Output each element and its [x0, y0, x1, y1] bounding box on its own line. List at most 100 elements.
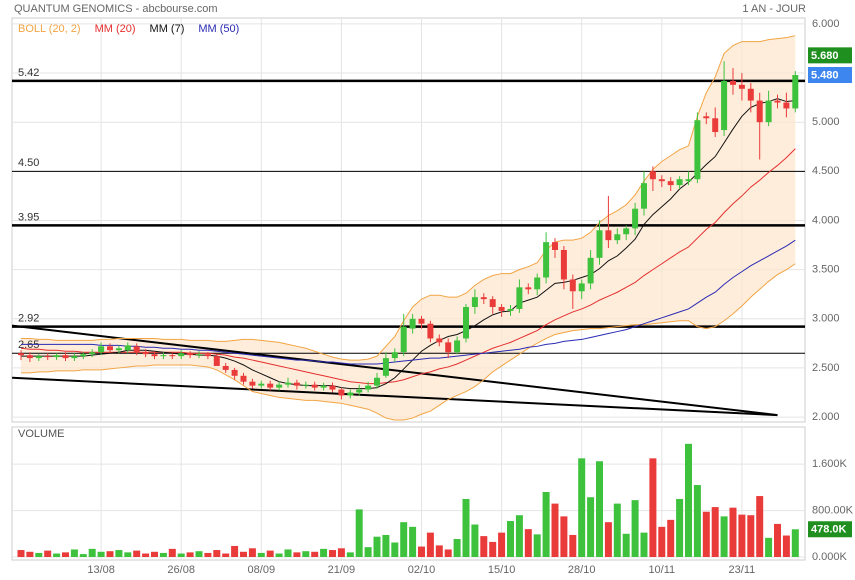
volume-bar: [115, 550, 123, 557]
volume-bar: [159, 552, 167, 557]
volume-bar: [622, 533, 630, 557]
y-tick-label: 4.500: [812, 165, 840, 177]
moving-average: [20, 148, 796, 385]
candle-body: [614, 234, 621, 241]
candle-body: [427, 323, 434, 339]
volume-bar: [337, 548, 345, 557]
candle-body: [552, 242, 558, 250]
candle-body: [525, 287, 532, 290]
volume-bar: [498, 532, 506, 557]
price-tag: [808, 67, 852, 84]
x-tick-label: 08/09: [248, 564, 276, 576]
candle-body: [151, 354, 158, 357]
candle-body: [783, 102, 790, 109]
candle-body: [267, 383, 274, 388]
candle-body: [276, 384, 283, 388]
bollinger-band: [21, 35, 796, 421]
candle-body: [107, 346, 113, 351]
volume-bar: [747, 515, 755, 557]
volume-bar: [658, 526, 666, 557]
candle-body: [213, 356, 220, 366]
volume-bar: [542, 492, 550, 557]
x-tick-label: 28/10: [568, 564, 596, 576]
volume-bar: [329, 550, 336, 557]
candle-body: [445, 342, 452, 353]
candle-body: [302, 384, 309, 386]
volume-bar: [213, 550, 221, 557]
y-tick-label: 1.600K: [812, 458, 848, 470]
volume-bar: [106, 551, 114, 557]
volume-bar: [311, 551, 319, 557]
candle-body: [516, 287, 523, 309]
volume-bar: [702, 511, 710, 557]
candle-body: [356, 389, 363, 393]
y-tick-label: 5.000: [812, 116, 840, 128]
volume-bar: [640, 532, 648, 557]
volume-bar: [79, 554, 87, 557]
candle-body: [792, 75, 799, 109]
candle-body: [133, 346, 140, 353]
volume-bar: [489, 541, 497, 557]
volume-bar: [729, 507, 737, 557]
candle-body: [774, 100, 781, 103]
candle-body: [587, 257, 594, 284]
candle-body: [53, 355, 60, 358]
volume-bar: [649, 458, 657, 557]
volume-bar: [275, 553, 283, 557]
candle-body: [747, 88, 754, 101]
candle-body: [44, 356, 51, 358]
candle-body: [124, 345, 131, 351]
candle-body: [694, 120, 701, 180]
legend-entry: MM (50): [198, 23, 239, 35]
volume-bar: [453, 539, 461, 557]
volume-bar: [480, 536, 488, 557]
volume-bar: [533, 534, 541, 557]
volume-bar: [791, 529, 799, 557]
volume-bar: [133, 550, 141, 557]
volume-bar: [346, 552, 354, 557]
candle-body: [560, 249, 567, 280]
volume-bar: [738, 514, 746, 557]
volume-bar: [418, 546, 425, 557]
candle-body: [285, 382, 291, 385]
x-tick-label: 26/08: [167, 564, 195, 576]
volume-bar: [26, 551, 34, 557]
candle-body: [578, 283, 585, 292]
x-tick-label: 21/09: [328, 564, 356, 576]
trendline: [11, 324, 778, 417]
candle-body: [365, 385, 372, 390]
candle-body: [498, 306, 505, 311]
candle-body: [685, 179, 692, 182]
candle-body: [89, 352, 96, 355]
volume-bar: [373, 536, 381, 557]
candle-body: [329, 385, 336, 390]
volume-bar: [231, 545, 239, 557]
candle-body: [374, 377, 380, 386]
volume-bar: [97, 551, 105, 557]
y-tick-label: 0.000K: [812, 551, 848, 563]
candle-body: [35, 356, 42, 359]
y-tick-label: 2.000: [812, 411, 840, 423]
volume-bar: [391, 542, 399, 557]
chart-title: QUANTUM GENOMICS - abcbourse.com: [14, 3, 218, 15]
volume-bar: [17, 550, 25, 557]
moving-average: [21, 98, 796, 390]
legend-entry: BOLL (20, 2): [18, 23, 81, 35]
volume-bar: [355, 509, 363, 557]
volume-bar: [560, 516, 568, 557]
candle-body: [765, 100, 772, 123]
y-tick-label: 3.500: [812, 264, 840, 276]
volume-bar: [240, 551, 247, 557]
bollinger-upper: [21, 35, 796, 361]
volume-bar: [44, 550, 52, 557]
price-tag: [808, 521, 852, 538]
volume-bar: [248, 548, 256, 557]
price-tag-label: 5.680: [811, 50, 839, 62]
volume-bar: [168, 548, 176, 557]
candle-body: [382, 358, 389, 376]
candle-body: [730, 80, 736, 85]
volume-bar: [471, 524, 479, 557]
level-label: 2.92: [18, 313, 39, 325]
candle-body: [667, 181, 674, 186]
volume-bar: [186, 552, 194, 557]
